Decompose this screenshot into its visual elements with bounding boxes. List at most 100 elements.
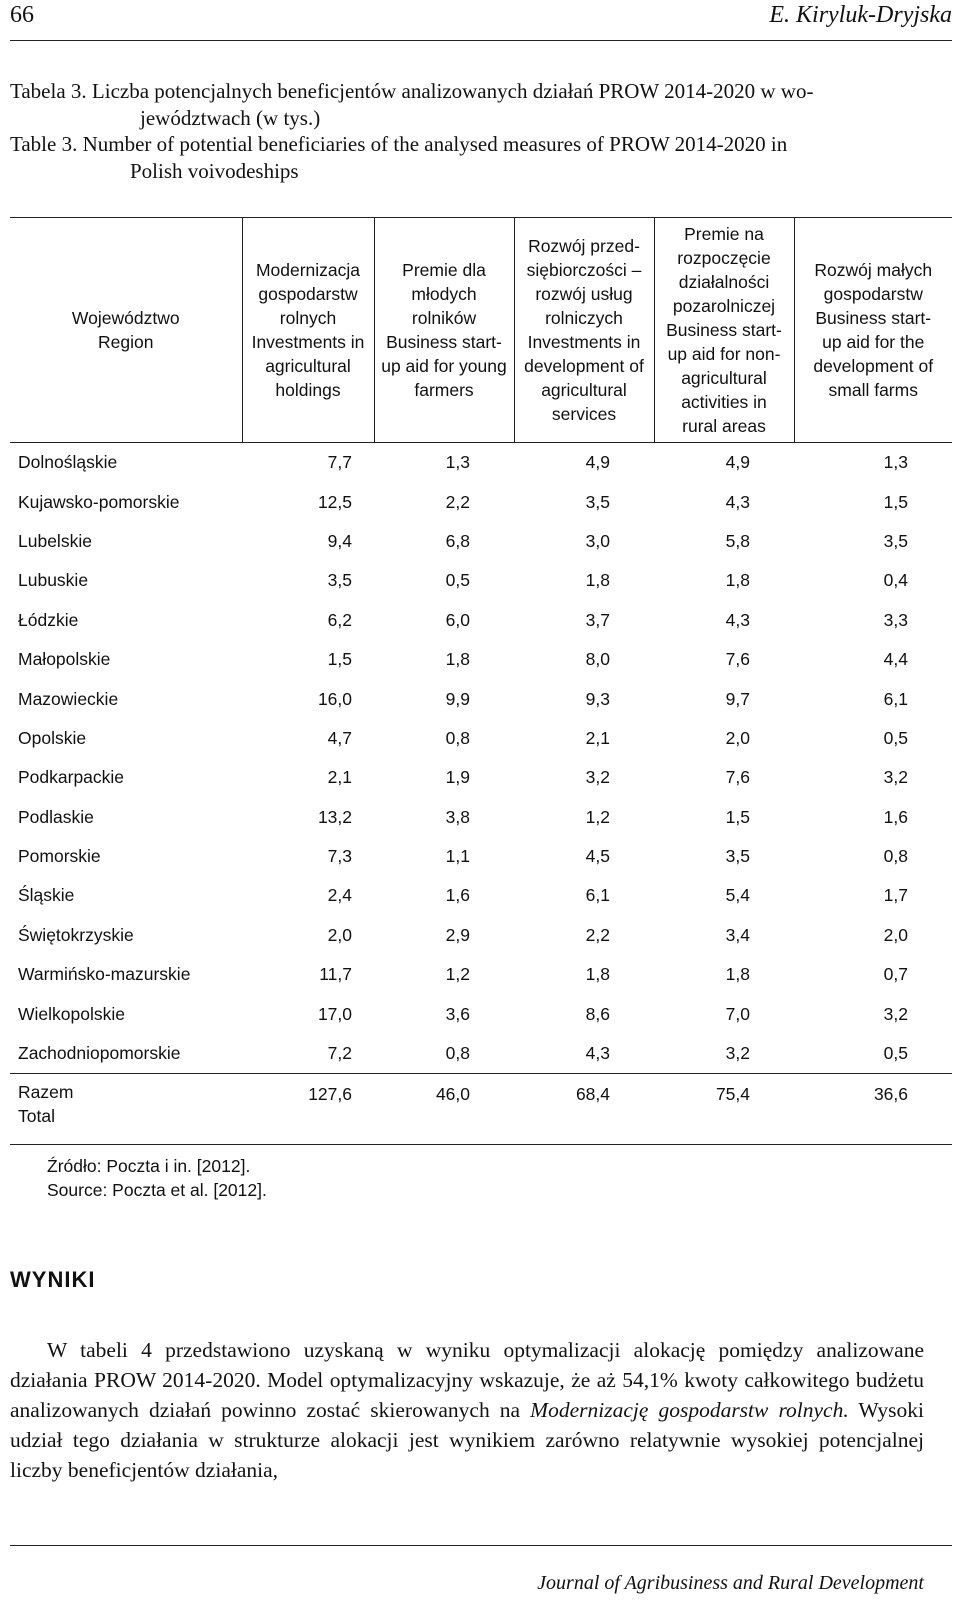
column-header-line: Region (98, 332, 154, 352)
value-cell: 8,0 (585, 649, 610, 670)
value-cell: 1,7 (883, 885, 908, 906)
column-header-line: agricultural (681, 368, 767, 388)
total-value-cell: 75,4 (654, 1073, 794, 1146)
column-header-line: Investments in (527, 332, 641, 352)
value-cell: 8,6 (585, 1003, 610, 1024)
column-header-line: rural areas (682, 416, 766, 436)
value-cell: 1,3 (445, 452, 470, 473)
value-cell: 11,7 (319, 964, 352, 985)
region-cell: Podkarpackie (18, 767, 125, 788)
value-cell: 3,5 (327, 570, 352, 591)
value-cell: 1,5 (327, 649, 352, 670)
column-header-line: rozwój usług (535, 284, 633, 304)
value-cell: 3,2 (585, 767, 610, 788)
column-header-line: rolnych (279, 308, 337, 328)
total-label: Total (18, 1106, 55, 1127)
table-row: Podkarpackie 2,1 1,9 3,2 7,6 3,2 (10, 758, 952, 797)
region-cell: Lubelskie (18, 530, 92, 551)
column-header-line: services (551, 404, 617, 424)
value-cell: 0,8 (883, 846, 908, 867)
value-cell: 6,0 (445, 609, 470, 630)
beneficiaries-table: Województwo Region Modernizacja gospodarstw… (10, 217, 952, 1146)
region-cell: Lubuskie (18, 570, 89, 591)
region-cell: Dolnośląskie (18, 452, 118, 473)
beneficiaries-table-wrapper: Województwo Region Modernizacja gospodarstw… (10, 217, 952, 1146)
table-row: Warmińsko-mazurskie 11,7 1,2 1,8 1,8 0,7 (10, 955, 952, 994)
paragraph: W tabeli 4 przedstawiono uzyskaną w wyni… (10, 1338, 924, 1482)
journal-name: Journal of Agribusiness and Rural Develo… (537, 1572, 924, 1594)
table-row: Śląskie 2,4 1,6 6,1 5,4 1,7 (10, 876, 952, 915)
value-cell: 1,8 (585, 570, 610, 591)
column-header-3: Rozwój przed-siębiorczości – rozwój usług… (513, 217, 654, 443)
column-header-5: Rozwój małych gospodarstw Business start-u… (793, 217, 952, 443)
column-header-line: farmers (414, 380, 474, 400)
table-row: Kujawsko-pomorskie 12,5 2,2 3,5 4,3 1,5 (10, 482, 952, 521)
table-source: Źródło: Poczta i in. [2012]. Source: Poc… (47, 1154, 267, 1202)
value-cell: 2,2 (585, 924, 610, 945)
table-row: Pomorskie 7,3 1,1 4,5 3,5 0,8 (10, 837, 952, 876)
value-cell: 1,8 (585, 964, 610, 985)
value-cell: 9,7 (725, 688, 750, 709)
column-header-line: activities in (681, 392, 767, 412)
region-cell: Warmińsko-mazurskie (18, 964, 191, 985)
source-pl: Źródło: Poczta i in. [2012]. (47, 1156, 251, 1176)
region-cell: Kujawsko-pomorskie (18, 491, 180, 512)
column-header-line: up aid for non- (667, 344, 781, 364)
total-value-cell: 68,4 (514, 1073, 654, 1146)
value-cell: 3,4 (725, 924, 750, 945)
value-cell: 1,8 (445, 649, 470, 670)
column-header-line: Premie dla (402, 260, 486, 280)
table-row: Małopolskie 1,5 1,8 8,0 7,6 4,4 (10, 640, 952, 679)
value-cell: 4,7 (327, 727, 352, 748)
value-cell: 2,4 (327, 885, 352, 906)
value-cell: 7,0 (725, 1003, 750, 1024)
value-cell: 9,3 (585, 688, 610, 709)
region-cell: Zachodniopomorskie (18, 1043, 181, 1064)
column-header-line: development of (813, 356, 934, 376)
value-cell: 0,5 (445, 570, 470, 591)
value-cell: 1,6 (445, 885, 470, 906)
value-cell: 6,8 (445, 530, 470, 551)
value-cell: 3,7 (585, 609, 610, 630)
section-heading: WYNIKI (10, 1267, 96, 1292)
column-header-line: holdings (275, 380, 341, 400)
column-header-line: siębiorczości – (526, 260, 642, 280)
value-cell: 2,0 (725, 727, 750, 748)
value-cell: 4,5 (585, 846, 610, 867)
column-header-line: small farms (828, 380, 918, 400)
value-cell: 3,2 (883, 1003, 908, 1024)
source-en: Source: Poczta et al. [2012]. (47, 1180, 267, 1200)
column-header-line: pozarolniczej (672, 296, 776, 316)
column-header-line: rozpoczęcie (677, 248, 771, 268)
value-cell: 1,8 (725, 964, 750, 985)
value-cell: 3,6 (445, 1003, 470, 1024)
value-cell: 4,3 (725, 491, 750, 512)
value-cell: 3,8 (445, 806, 470, 827)
value-cell: 9,4 (327, 530, 352, 551)
total-value-cell: 46,0 (374, 1073, 514, 1146)
value-cell: 6,2 (327, 609, 352, 630)
value-cell: 12,5 (317, 491, 352, 512)
column-header-line: Województwo (71, 308, 180, 328)
body-text: W tabeli 4 przedstawiono uzyskaną w wyni… (10, 1335, 924, 1485)
total-label-cell: Razem Total (10, 1073, 242, 1146)
table-row: Wielkopolskie 17,0 3,6 8,6 7,0 3,2 (10, 994, 952, 1033)
total-value-cell: 127,6 (242, 1073, 374, 1146)
value-cell: 4,4 (883, 649, 908, 670)
table-row: Lubuskie 3,5 0,5 1,8 1,8 0,4 (10, 561, 952, 600)
value-cell: 4,3 (725, 609, 750, 630)
value-cell: 0,8 (445, 1043, 470, 1064)
column-header-1: Modernizacja gospodarstw rolnych Investment… (241, 217, 374, 443)
column-header-line: agricultural (541, 380, 627, 400)
value-cell: 5,4 (725, 885, 750, 906)
value-cell: 2,1 (327, 767, 352, 788)
column-header-line: Business start- (666, 320, 782, 340)
region-cell: Pomorskie (18, 846, 101, 867)
column-header-line: Premie na (684, 224, 764, 244)
value-cell: 0,4 (883, 570, 908, 591)
table-row: Dolnośląskie 7,7 1,3 4,9 4,9 1,3 (10, 443, 952, 483)
value-cell: 17,0 (317, 1003, 352, 1024)
value-cell: 1,5 (883, 491, 908, 512)
region-cell: Mazowieckie (18, 688, 119, 709)
column-header-0: Województwo Region (10, 217, 242, 443)
